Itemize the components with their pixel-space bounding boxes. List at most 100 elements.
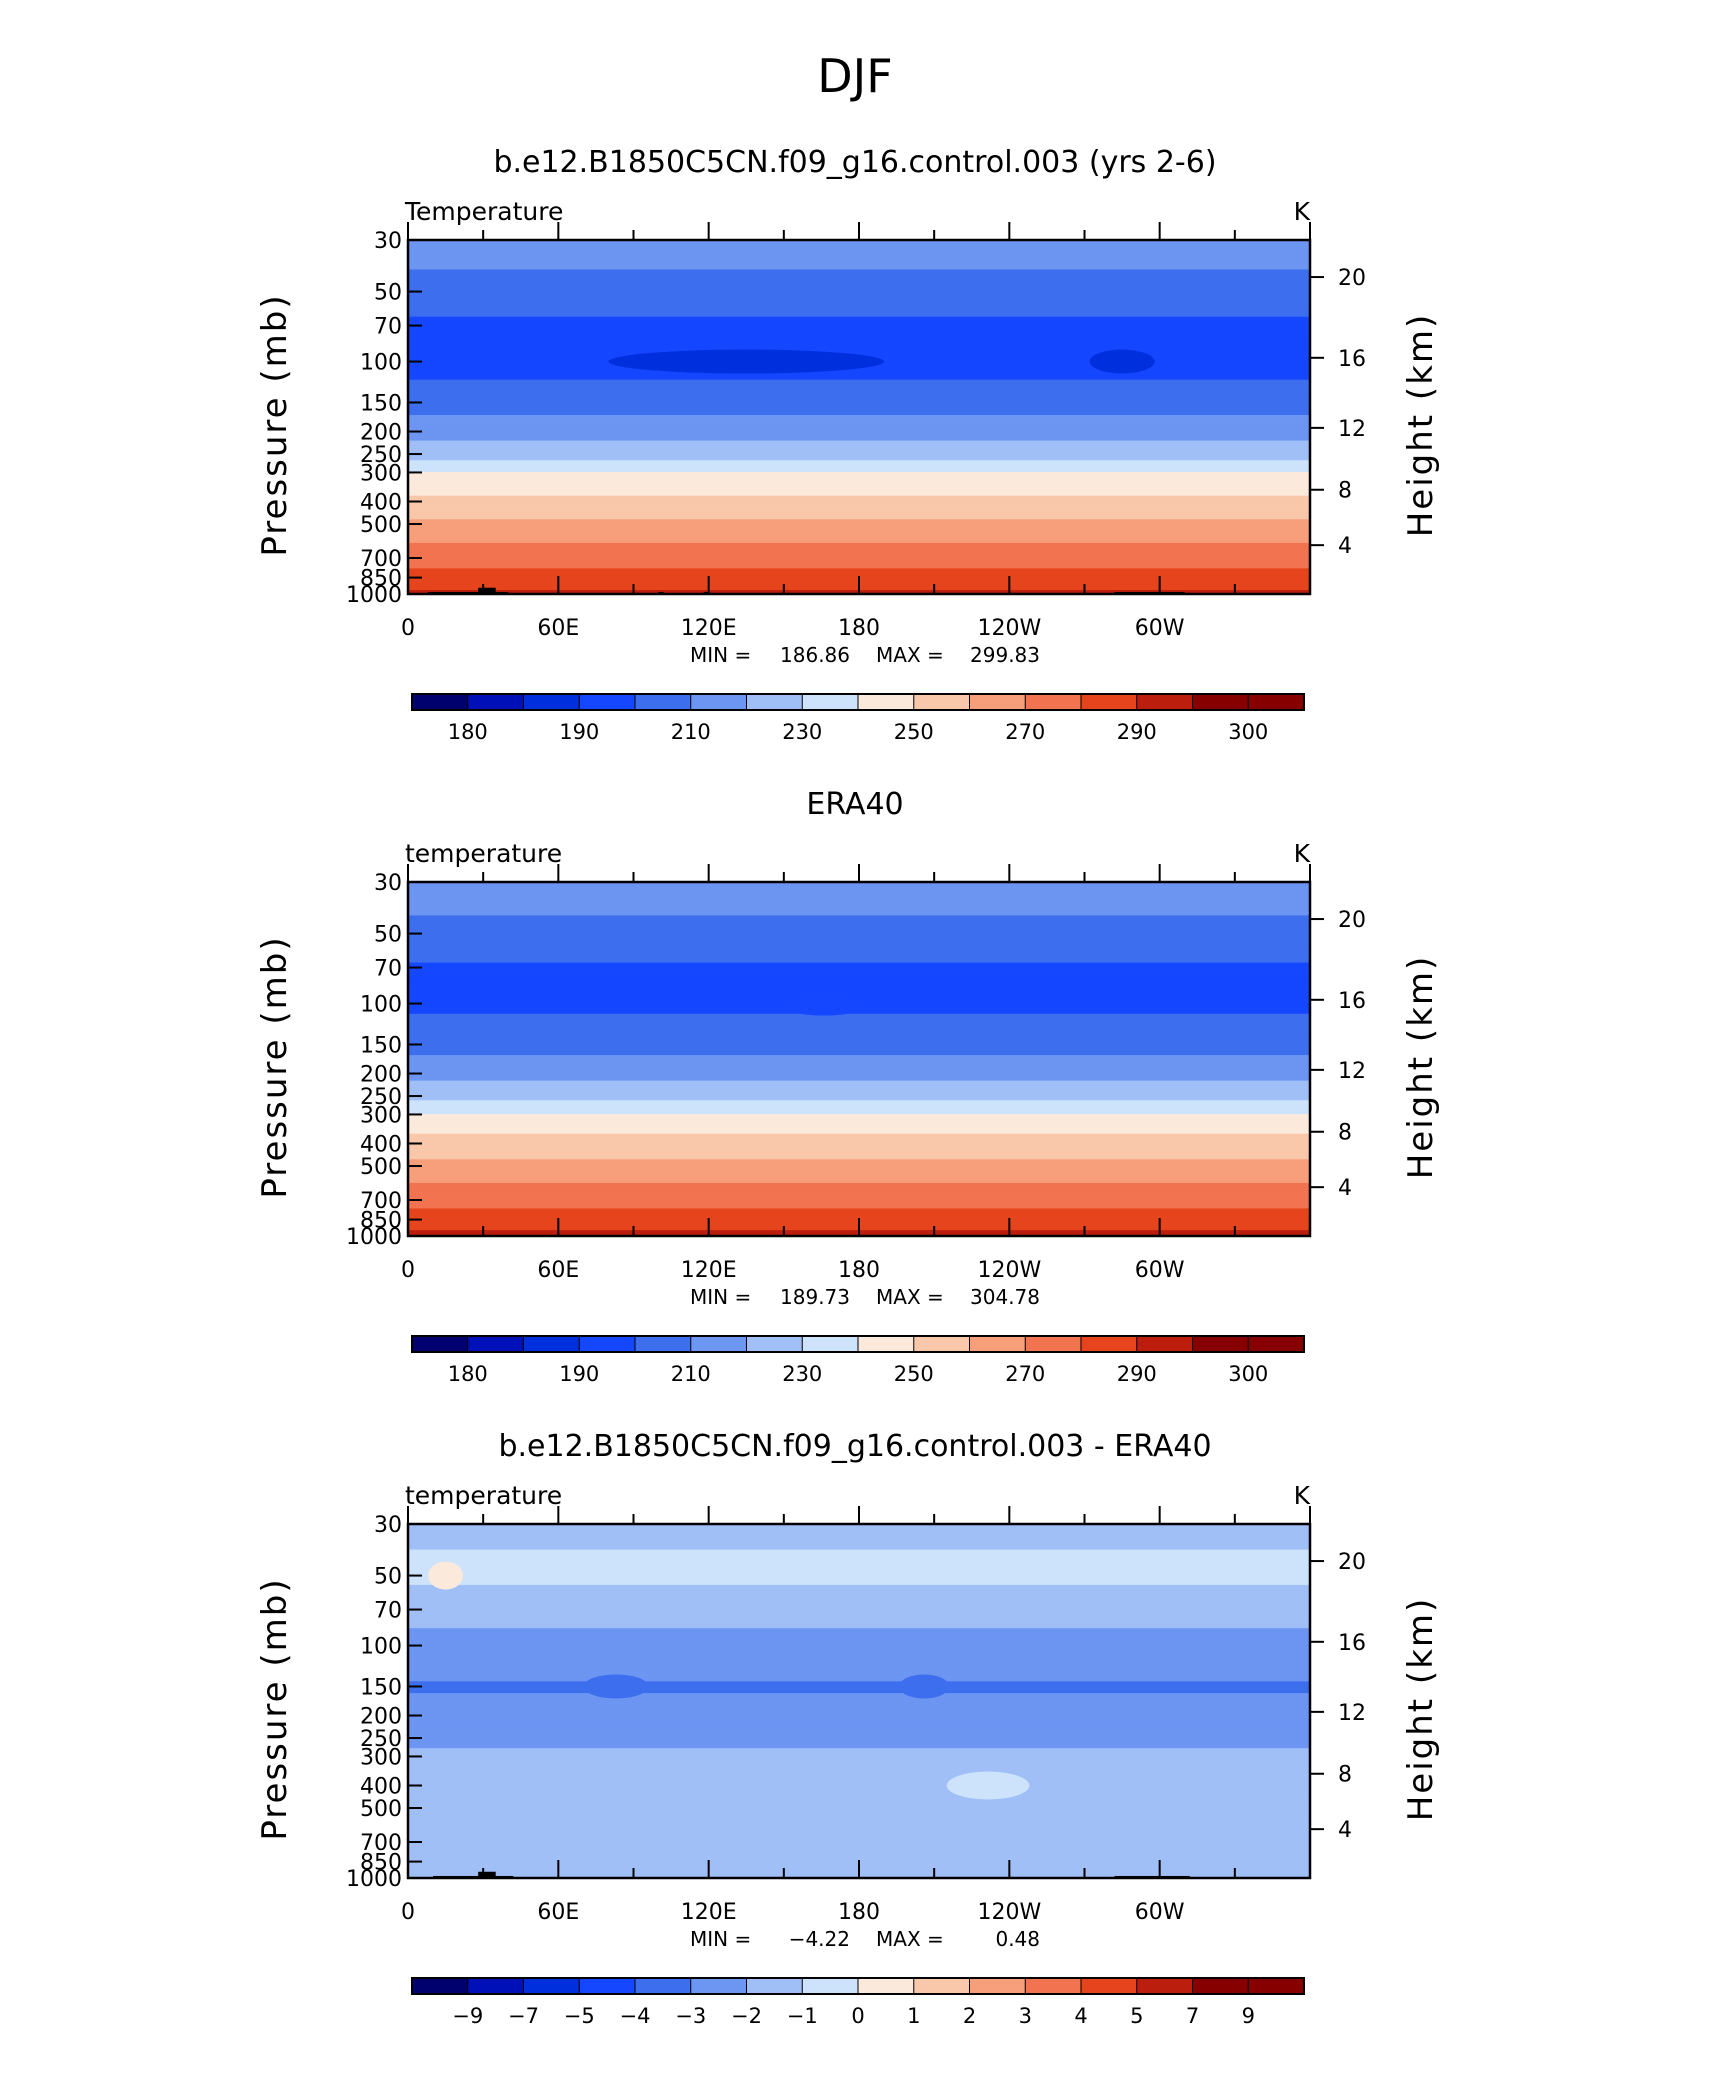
y2-axis-title: Height (km) <box>1401 1597 1441 1822</box>
contour-band <box>408 312 1310 316</box>
left-label: temperature <box>405 1481 562 1510</box>
contour-band <box>408 422 1310 426</box>
y-tick-label: 850 <box>360 567 402 592</box>
contour-band <box>408 540 1310 544</box>
contour-band <box>408 1590 1310 1594</box>
contour-band <box>408 538 1310 542</box>
contour-band <box>408 891 1310 895</box>
contour-band <box>408 1693 1310 1696</box>
colorbar-label: 230 <box>782 1362 822 1386</box>
contour-band <box>408 401 1310 404</box>
contour-band <box>408 460 1310 463</box>
colorbar-label: 210 <box>671 1362 711 1386</box>
contour-band <box>408 1602 1310 1606</box>
y-tick-label: 30 <box>374 229 402 254</box>
x-tick-label: 120W <box>977 616 1041 641</box>
contour-band <box>408 1047 1310 1050</box>
contour-band <box>408 521 1310 524</box>
colorbar-box <box>467 1335 525 1353</box>
contour-band <box>408 1667 1310 1671</box>
y-tick-label: 700 <box>360 1831 402 1856</box>
contour-band <box>408 887 1310 891</box>
contour-band <box>408 1769 1310 1773</box>
contour-band <box>408 1712 1310 1716</box>
contour-band <box>408 954 1310 958</box>
contour-band <box>408 1196 1310 1200</box>
contour-band <box>408 253 1310 257</box>
contour-band <box>408 1803 1310 1806</box>
contour-band <box>408 515 1310 518</box>
panel-title: ERA40 <box>806 787 903 822</box>
colorbar-box <box>467 693 525 711</box>
colorbar-label: 270 <box>1005 1362 1045 1386</box>
contour-band <box>408 1807 1310 1810</box>
contour-band <box>408 1657 1310 1661</box>
y2-tick-label: 4 <box>1338 1176 1352 1201</box>
contour-band <box>408 1029 1310 1033</box>
x-tick-label: 120E <box>681 616 737 641</box>
contour-band <box>408 978 1310 981</box>
contour-band <box>408 432 1310 436</box>
y-tick-label: 250 <box>360 1085 402 1110</box>
contour-band <box>408 1579 1310 1582</box>
colorbar-box <box>690 1335 748 1353</box>
colorbar-box <box>634 1977 692 1995</box>
contour-band <box>408 1805 1310 1808</box>
contour-band <box>408 1643 1310 1647</box>
contour-band <box>408 1567 1310 1570</box>
contour-band <box>408 1758 1310 1761</box>
stats-min-label: MIN = <box>690 1927 751 1951</box>
contour-band <box>408 1716 1310 1720</box>
contour-band <box>408 1679 1310 1682</box>
contour-band <box>408 485 1310 489</box>
contour-band <box>408 310 1310 314</box>
y-tick-label: 500 <box>360 513 402 538</box>
y2-tick-label: 12 <box>1338 417 1366 442</box>
contour-band <box>408 1832 1310 1836</box>
contour-band <box>408 462 1310 465</box>
contour-band <box>408 334 1310 337</box>
contour-band <box>408 393 1310 396</box>
colorbar-box <box>1136 1335 1194 1353</box>
contour-band <box>408 295 1310 298</box>
contour-cold-core <box>899 1674 950 1699</box>
stats-max-value: 299.83 <box>970 643 1040 667</box>
contour-band <box>408 1559 1310 1562</box>
contour-band <box>408 1157 1310 1160</box>
contour-band <box>408 1671 1310 1675</box>
contour-band <box>408 1184 1310 1188</box>
colorbar-label: 3 <box>1019 2004 1032 2028</box>
contour-band <box>408 375 1310 379</box>
y-tick-label: 100 <box>360 993 402 1018</box>
y-tick-label: 1000 <box>346 1225 402 1250</box>
y-tick-label: 250 <box>360 1727 402 1752</box>
contour-band <box>408 428 1310 432</box>
contour-band <box>408 1208 1310 1212</box>
contour-band <box>408 1797 1310 1800</box>
contour-band <box>408 1828 1310 1832</box>
contour-band <box>408 1691 1310 1694</box>
contour-band <box>408 1153 1310 1156</box>
contour-band <box>408 1584 1310 1588</box>
contour-band <box>408 544 1310 548</box>
contour-band <box>408 1090 1310 1094</box>
colorbar-box <box>969 1335 1027 1353</box>
contour-band <box>408 495 1310 499</box>
contour-band <box>408 275 1310 278</box>
contour-band <box>408 1669 1310 1673</box>
contour-band <box>408 1013 1310 1017</box>
contour-band <box>408 348 1310 351</box>
contour-band <box>408 1697 1310 1700</box>
colorbar-box <box>1024 1977 1082 1995</box>
contour-band <box>408 1830 1310 1834</box>
colorbar-label: 5 <box>1130 2004 1143 2028</box>
contour-band <box>408 1718 1310 1722</box>
contour-band <box>408 1177 1310 1180</box>
panel-title: b.e12.B1850C5CN.f09_g16.control.003 (yrs… <box>493 145 1216 180</box>
contour-band <box>408 1586 1310 1590</box>
contour-band <box>408 1159 1310 1162</box>
contour-band <box>408 1041 1310 1044</box>
contour-band <box>408 523 1310 526</box>
contour-band <box>408 324 1310 328</box>
